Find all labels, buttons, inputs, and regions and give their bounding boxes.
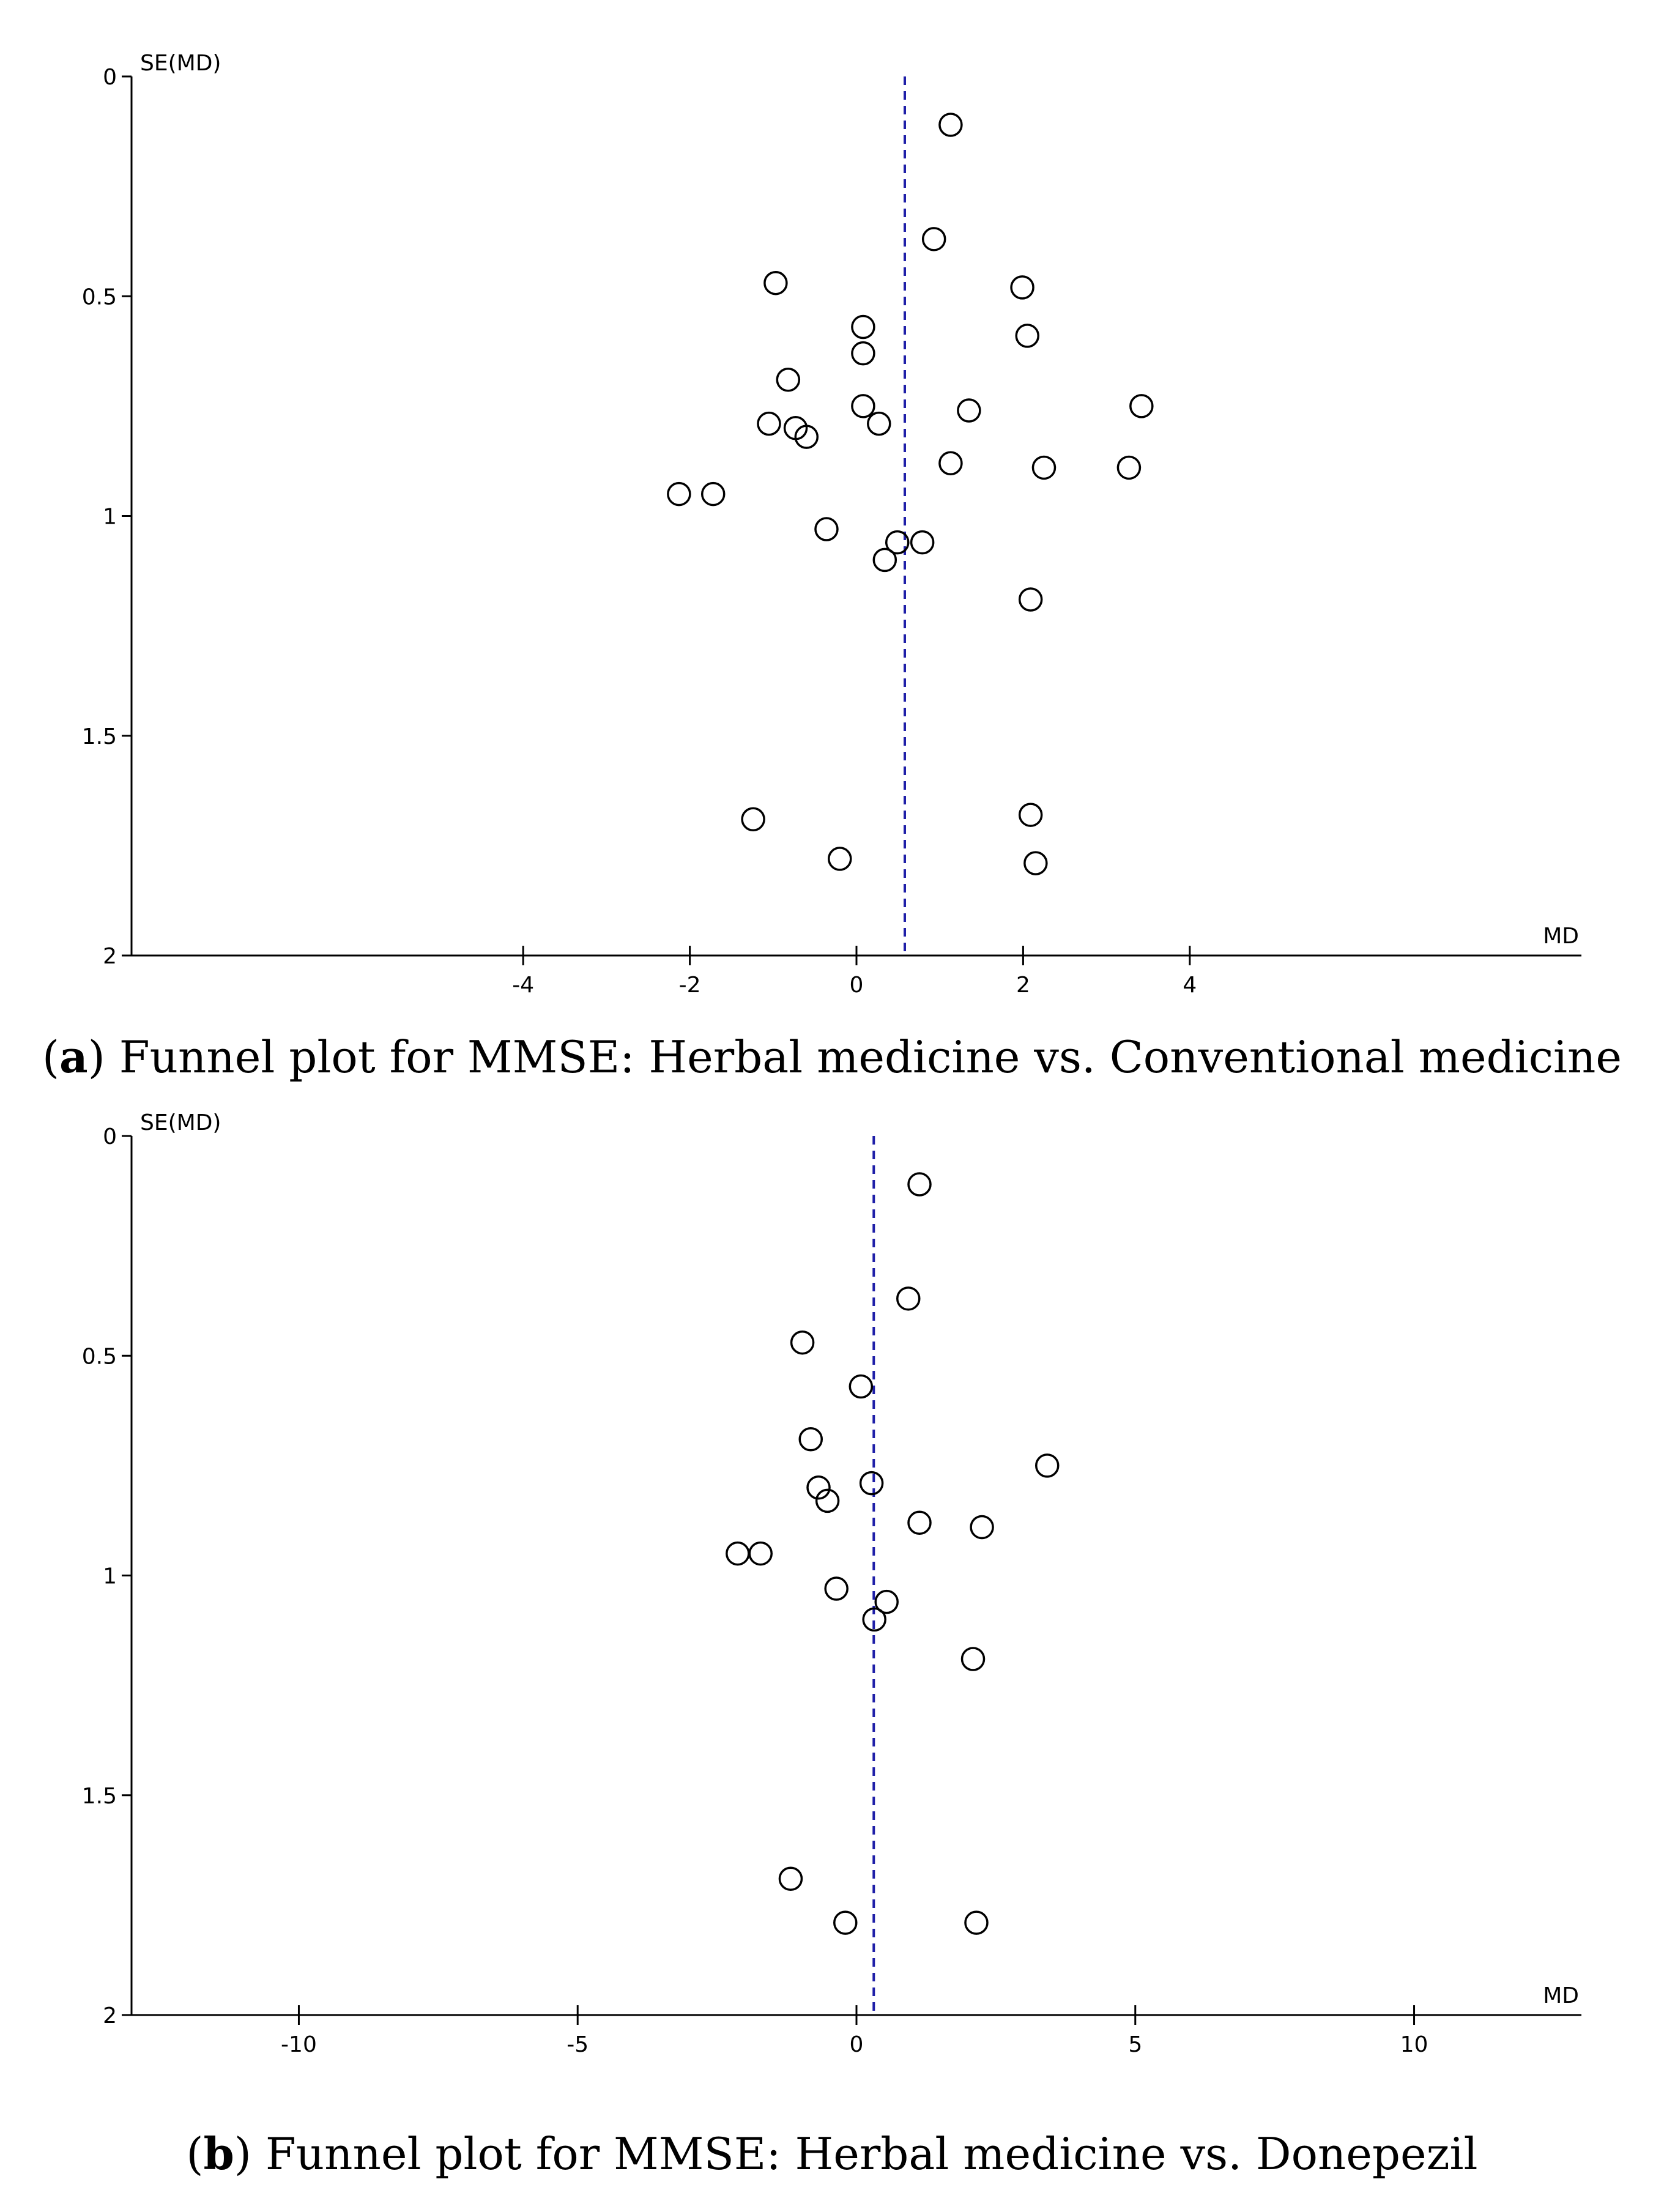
x-tick-label: 10 xyxy=(1400,2032,1428,2057)
caption-a: (a) Funnel plot for MMSE: Herbal medicin… xyxy=(42,1031,1622,1083)
study-point xyxy=(1031,455,1057,480)
study-point xyxy=(938,451,963,476)
x-tick-label: -4 xyxy=(512,973,534,998)
x-tick-label: -10 xyxy=(281,2032,317,2057)
caption-a-letter: a xyxy=(59,1031,88,1083)
study-point xyxy=(794,425,819,449)
study-point xyxy=(763,270,788,295)
y-tick-label: 2 xyxy=(103,944,117,969)
y-tick-label: 0 xyxy=(103,1124,117,1149)
study-point xyxy=(896,1286,921,1311)
x-tick-label: 4 xyxy=(1183,973,1197,998)
study-point xyxy=(1010,275,1034,300)
y-tick-label: 0.5 xyxy=(82,284,117,310)
study-point xyxy=(970,1515,994,1540)
study-point xyxy=(862,1607,886,1632)
funnel-plot-panel-a: 0 0.5 1 1.5 2 -4 -2 0 2 4 SE(MD) MD (a) Funnel plot… xyxy=(0,0,1664,1083)
y-axis-label: SE(MD) xyxy=(140,1110,221,1135)
y-tick-label: 1 xyxy=(103,505,117,530)
study-point xyxy=(1023,851,1048,875)
x-axis-label: MD xyxy=(1543,1983,1579,2008)
y-tick-label: 1 xyxy=(103,1564,117,1589)
x-tick-label: -2 xyxy=(679,973,701,998)
study-point xyxy=(667,481,691,507)
y-tick-label: 0 xyxy=(103,65,117,90)
caption-b-letter: b xyxy=(203,2128,234,2180)
study-point xyxy=(1018,587,1043,612)
study-point xyxy=(851,341,875,366)
study-point xyxy=(828,847,852,871)
study-point xyxy=(910,530,935,555)
study-point xyxy=(964,1910,989,1935)
x-tick-label: 2 xyxy=(1016,973,1030,998)
funnel-plot-panel-b: 0 0.5 1 1.5 2 -10 -5 0 5 10 SE(MD) MD (b) Funnel pl… xyxy=(0,1058,1664,2212)
study-point xyxy=(1015,324,1039,348)
study-point xyxy=(814,517,839,541)
study-point xyxy=(778,1866,803,1891)
study-point xyxy=(1129,394,1154,418)
study-point xyxy=(833,1910,858,1935)
study-point xyxy=(907,1510,932,1535)
study-point xyxy=(921,227,946,251)
x-tick-label: 5 xyxy=(1128,2032,1142,2057)
y-tick-label: 1.5 xyxy=(82,724,117,749)
caption-a-text: Funnel plot for MMSE: Herbal medicine vs… xyxy=(119,1031,1622,1083)
study-point xyxy=(824,1576,849,1601)
study-point xyxy=(1018,803,1043,827)
study-point xyxy=(849,1374,874,1399)
study-point xyxy=(757,411,781,436)
x-tick-label: -5 xyxy=(566,2032,589,2057)
x-tick-label: 0 xyxy=(850,973,864,998)
study-point xyxy=(874,1589,899,1614)
study-point xyxy=(1034,1453,1060,1478)
study-point xyxy=(748,1541,773,1566)
funnel-plot-a: 0 0.5 1 1.5 2 -4 -2 0 2 4 SE(MD) MD xyxy=(82,51,1581,998)
study-point xyxy=(798,1427,823,1452)
study-point xyxy=(741,807,765,832)
y-tick-label: 2 xyxy=(103,2003,117,2028)
y-tick-label: 1.5 xyxy=(82,1784,117,1809)
y-axis-label: SE(MD) xyxy=(140,51,221,76)
study-point xyxy=(700,481,726,507)
study-point xyxy=(867,411,891,436)
x-tick-label: 0 xyxy=(850,2032,864,2057)
study-point xyxy=(815,1488,840,1513)
funnel-plot-b: 0 0.5 1 1.5 2 -10 -5 0 5 10 SE(MD) MD xyxy=(82,1110,1581,2057)
y-tick-label: 0.5 xyxy=(82,1344,117,1369)
study-point xyxy=(806,1475,831,1500)
study-point xyxy=(957,398,981,423)
study-point xyxy=(960,1647,986,1671)
study-point xyxy=(938,113,963,137)
study-point xyxy=(851,314,875,340)
study-point xyxy=(885,530,910,555)
caption-b: (b) Funnel plot for MMSE: Herbal medicin… xyxy=(186,2128,1478,2180)
study-point xyxy=(859,1471,884,1496)
study-point xyxy=(907,1172,932,1197)
study-point xyxy=(726,1541,750,1566)
study-point xyxy=(1116,455,1142,480)
x-axis-label: MD xyxy=(1543,924,1579,949)
study-point xyxy=(851,394,875,418)
study-point xyxy=(790,1330,815,1355)
study-point xyxy=(776,368,801,392)
caption-b-text: Funnel plot for MMSE: Herbal medicine vs… xyxy=(265,2128,1478,2180)
study-point xyxy=(872,547,897,573)
